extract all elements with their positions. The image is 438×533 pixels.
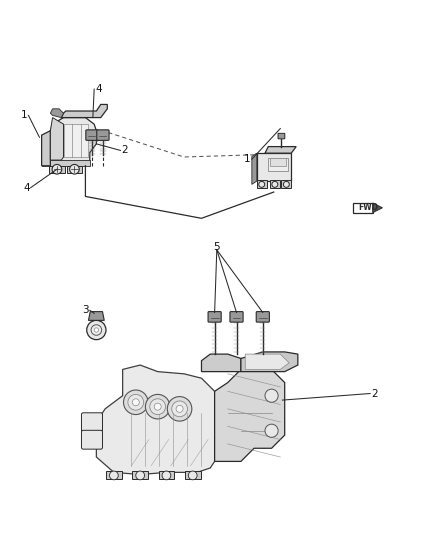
Polygon shape xyxy=(64,124,88,157)
Polygon shape xyxy=(50,118,96,161)
Polygon shape xyxy=(42,160,90,166)
Text: 1: 1 xyxy=(21,110,28,120)
Circle shape xyxy=(150,399,166,415)
FancyBboxPatch shape xyxy=(86,130,98,140)
Text: 4: 4 xyxy=(95,84,102,94)
Bar xyxy=(185,471,201,479)
Polygon shape xyxy=(201,354,241,372)
Polygon shape xyxy=(42,131,50,166)
Bar xyxy=(353,203,373,213)
Circle shape xyxy=(188,471,197,480)
Circle shape xyxy=(172,401,187,417)
Text: 4: 4 xyxy=(23,183,30,192)
Circle shape xyxy=(91,325,102,335)
Polygon shape xyxy=(241,352,298,372)
Circle shape xyxy=(70,165,79,174)
Circle shape xyxy=(154,403,161,410)
Polygon shape xyxy=(96,365,215,474)
Bar xyxy=(257,181,267,188)
Polygon shape xyxy=(257,153,291,181)
Text: 1: 1 xyxy=(244,154,251,164)
FancyBboxPatch shape xyxy=(81,413,102,432)
Polygon shape xyxy=(265,147,296,153)
Text: 5: 5 xyxy=(213,242,220,252)
Polygon shape xyxy=(61,104,107,118)
Bar xyxy=(268,158,288,171)
Text: 3: 3 xyxy=(82,305,89,316)
Circle shape xyxy=(87,320,106,340)
Polygon shape xyxy=(252,153,257,184)
Bar xyxy=(159,471,174,479)
FancyBboxPatch shape xyxy=(278,133,285,139)
Circle shape xyxy=(124,390,148,415)
Polygon shape xyxy=(50,118,64,160)
Circle shape xyxy=(110,471,118,480)
Circle shape xyxy=(162,471,171,480)
Polygon shape xyxy=(50,109,64,118)
FancyBboxPatch shape xyxy=(81,430,102,449)
Polygon shape xyxy=(245,354,289,369)
Text: FWD: FWD xyxy=(358,203,378,212)
Circle shape xyxy=(94,328,99,332)
Circle shape xyxy=(265,424,278,437)
Bar xyxy=(132,471,148,479)
Polygon shape xyxy=(88,312,104,320)
Text: 2: 2 xyxy=(121,146,128,156)
FancyBboxPatch shape xyxy=(97,130,109,140)
Circle shape xyxy=(132,399,139,406)
Bar xyxy=(281,181,291,188)
Polygon shape xyxy=(215,369,285,462)
FancyBboxPatch shape xyxy=(256,312,269,322)
Circle shape xyxy=(259,181,265,187)
Circle shape xyxy=(176,405,183,413)
Circle shape xyxy=(136,471,145,480)
FancyBboxPatch shape xyxy=(208,312,221,322)
Polygon shape xyxy=(67,166,82,173)
Circle shape xyxy=(265,389,278,402)
Bar xyxy=(270,158,286,166)
Circle shape xyxy=(128,394,144,410)
Circle shape xyxy=(272,181,278,187)
Text: 2: 2 xyxy=(371,389,378,399)
Polygon shape xyxy=(49,166,65,173)
Bar xyxy=(106,471,122,479)
Circle shape xyxy=(52,165,62,174)
Circle shape xyxy=(167,397,192,421)
Circle shape xyxy=(283,181,290,187)
Bar xyxy=(270,181,280,188)
Circle shape xyxy=(145,394,170,419)
Polygon shape xyxy=(373,203,382,213)
FancyBboxPatch shape xyxy=(230,312,243,322)
